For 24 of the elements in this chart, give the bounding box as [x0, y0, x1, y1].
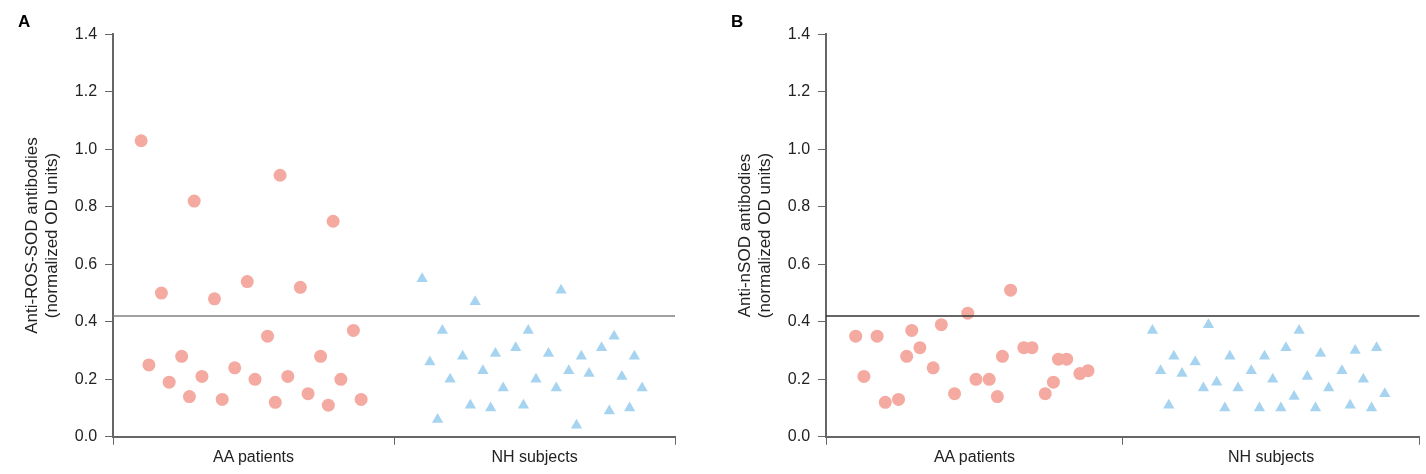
y-axis-title: Anti-nSOD antibodies (normalized OD units) — [734, 152, 775, 319]
y-tick-label: 0.8 — [787, 197, 811, 215]
y-tick-label: 0.4 — [787, 312, 811, 330]
chart-title: A — [18, 11, 31, 31]
y-tick-label: 1.4 — [74, 24, 98, 42]
y-tick-label: 1.0 — [787, 139, 811, 157]
y-tick-label: 0.2 — [787, 369, 811, 387]
y-tick-label: 0.8 — [74, 197, 98, 215]
x-tick-label: AA patients — [213, 447, 295, 465]
y-axis-title: Anti-ROS-SOD antibodies (normalized OD units) — [21, 137, 62, 334]
x-tick-label: NH subjects — [1228, 447, 1315, 465]
y-tick-label: 1.0 — [74, 139, 98, 157]
y-tick-label: 0.6 — [74, 254, 98, 272]
y-tick-label: 0.6 — [787, 254, 811, 272]
x-tick-label: NH subjects — [491, 447, 578, 465]
y-tick-label: 1.2 — [787, 82, 811, 100]
y-tick-label: 0.4 — [74, 312, 98, 330]
y-tick-label: 0.0 — [74, 427, 98, 445]
y-tick-label: 1.2 — [74, 82, 98, 100]
y-tick-label: 1.4 — [787, 24, 811, 42]
x-tick-label: AA patients — [933, 447, 1015, 465]
y-tick-label: 0.0 — [787, 427, 811, 445]
chart-title: B — [731, 11, 744, 31]
y-tick-label: 0.2 — [74, 369, 98, 387]
